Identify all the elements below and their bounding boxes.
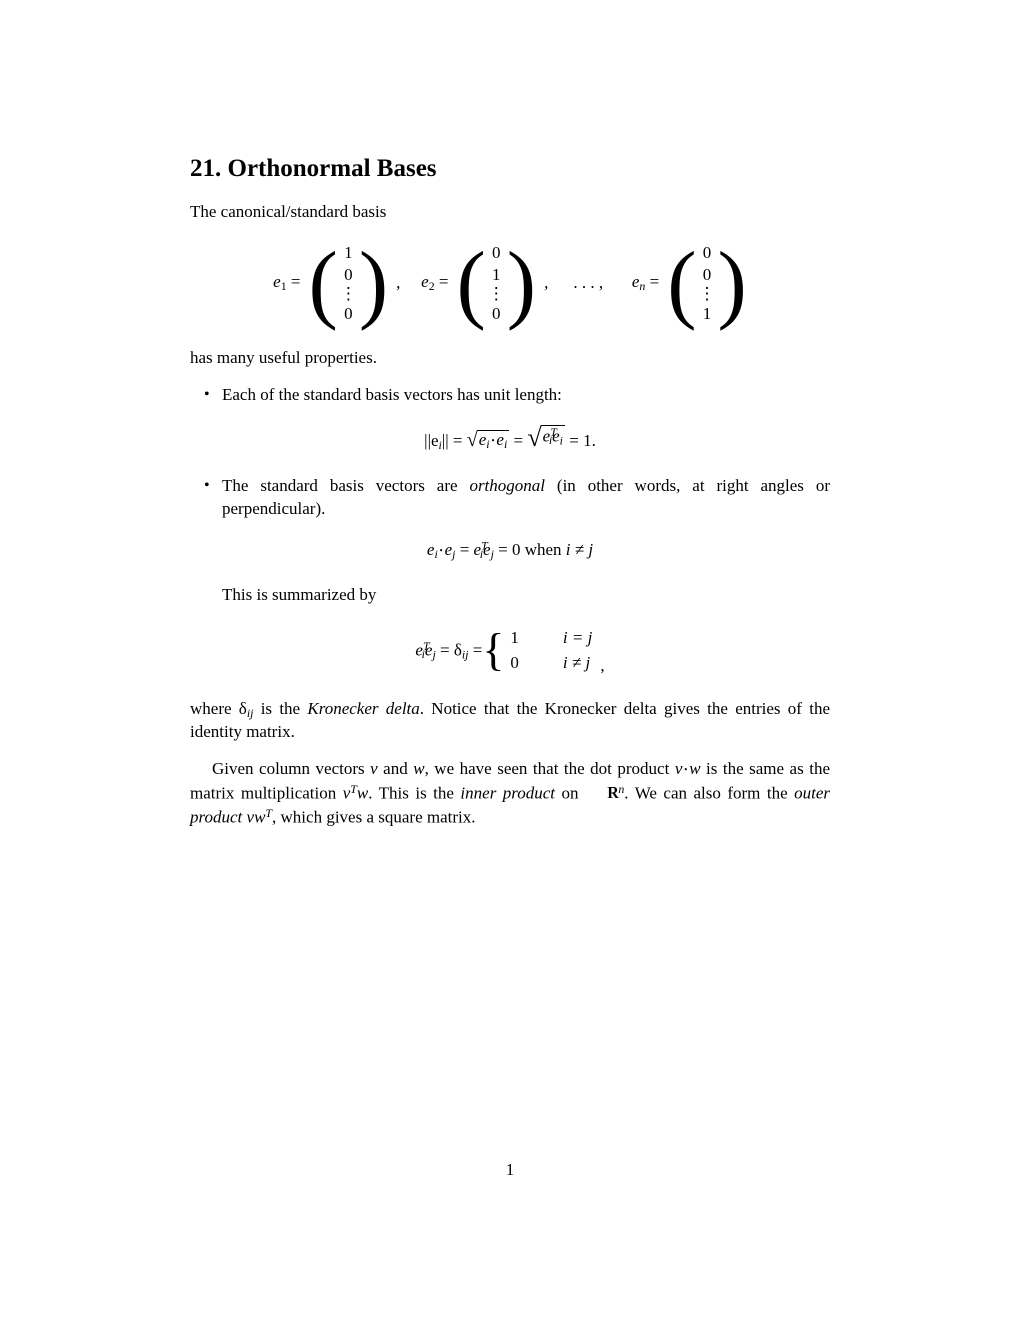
bullet-list-2: The standard basis vectors are orthogona… (190, 475, 830, 521)
kronecker-equation: eTiej = δij = { 1i = j 0i ≠ j , (190, 625, 830, 676)
section-title: 21. Orthonormal Bases (190, 155, 830, 183)
page-number: 1 (0, 1160, 1020, 1180)
bullet1-text: Each of the standard basis vectors has u… (222, 385, 562, 404)
bullet-list: Each of the standard basis vectors has u… (190, 384, 830, 407)
basis-equation: e1 = ( 1 0 ⋮ 0 ) , e2 = ( (190, 242, 830, 325)
e2-sub: 2 (429, 279, 435, 293)
kronecker-paragraph: where δij is the Kronecker delta. Notice… (190, 698, 830, 744)
vector-e2: ( 0 1 ⋮ 0 ) (456, 242, 536, 325)
vector-en: ( 0 0 ⋮ 1 ) (667, 242, 747, 325)
ellipsis: . . . , (573, 273, 603, 293)
final-paragraph: Given column vectors v and w, we have se… (190, 758, 830, 830)
bullet-item-2: The standard basis vectors are orthogona… (190, 475, 830, 521)
bullet-item-1: Each of the standard basis vectors has u… (190, 384, 830, 407)
document-page: 21. Orthonormal Bases The canonical/stan… (0, 0, 1020, 829)
eq-sign-2: = (439, 272, 449, 291)
after-basis-paragraph: has many useful properties. (190, 347, 830, 370)
e2-label: e (421, 272, 429, 291)
vector-e1: ( 1 0 ⋮ 0 ) (309, 242, 389, 325)
e1-label: e (273, 272, 281, 291)
intro-paragraph: The canonical/standard basis (190, 201, 830, 224)
eq-sign-1: = (291, 272, 301, 291)
en-sub: n (639, 279, 645, 293)
summary-lead: This is summarized by (222, 584, 830, 607)
orthogonal-equation: ei•ej = eTiej = 0 when i ≠ j (190, 538, 830, 561)
eq-sign-n: = (650, 272, 660, 291)
norm-equation: ||ei|| = √ei•ei = √eTiei = 1. (190, 425, 830, 453)
e1-sub: 1 (281, 279, 287, 293)
